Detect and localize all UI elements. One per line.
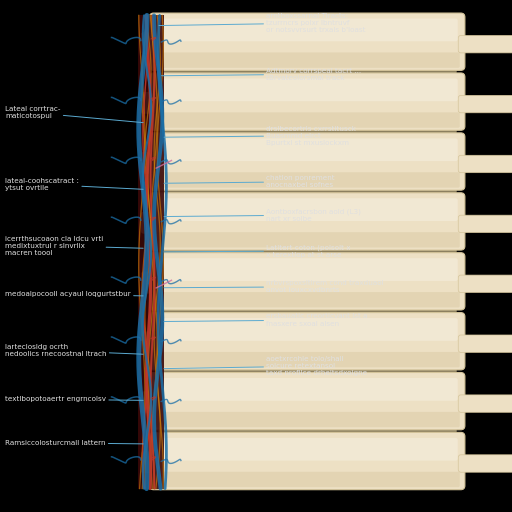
FancyBboxPatch shape <box>155 232 460 247</box>
FancyBboxPatch shape <box>157 258 458 281</box>
FancyBboxPatch shape <box>150 313 465 370</box>
Text: textlbopotoaertr engrncolsv: textlbopotoaertr engrncolsv <box>5 396 143 402</box>
FancyBboxPatch shape <box>155 412 460 427</box>
FancyBboxPatch shape <box>157 138 458 161</box>
FancyBboxPatch shape <box>158 125 457 133</box>
Text: chatlon ponrement
anocnaxbel sofnes: chatlon ponrement anocnaxbel sofnes <box>164 175 335 188</box>
FancyBboxPatch shape <box>155 292 460 307</box>
FancyBboxPatch shape <box>150 73 465 130</box>
FancyBboxPatch shape <box>141 392 161 413</box>
Text: larteclosldg ocrth
nedoolics rnecoostnal ltrach: larteclosldg ocrth nedoolics rnecoostnal… <box>5 344 143 357</box>
FancyBboxPatch shape <box>150 373 465 430</box>
FancyBboxPatch shape <box>157 438 458 461</box>
FancyBboxPatch shape <box>158 185 457 193</box>
Bar <box>138 15 164 488</box>
FancyBboxPatch shape <box>155 352 460 367</box>
FancyBboxPatch shape <box>158 365 457 373</box>
FancyBboxPatch shape <box>157 378 458 401</box>
FancyBboxPatch shape <box>155 172 460 187</box>
FancyBboxPatch shape <box>458 455 512 472</box>
FancyBboxPatch shape <box>141 272 161 293</box>
FancyBboxPatch shape <box>158 65 457 73</box>
Text: Adtmorv corrspeal tacrt ...
tBrvateolorsmal track: Adtmorv corrspeal tacrt ... tBrvateolors… <box>161 68 361 81</box>
FancyBboxPatch shape <box>141 32 161 54</box>
FancyBboxPatch shape <box>141 212 161 233</box>
Text: Lateal corrtrac-
maticotospul: Lateal corrtrac- maticotospul <box>5 106 143 123</box>
Text: medoalpocooll acyaul loqgurtstbur: medoalpocooll acyaul loqgurtstbur <box>5 291 143 297</box>
FancyBboxPatch shape <box>141 332 161 353</box>
FancyBboxPatch shape <box>150 193 465 250</box>
FancyBboxPatch shape <box>150 13 465 70</box>
Text: lateal-coohscatract :
ytsut ovrtile: lateal-coohscatract : ytsut ovrtile <box>5 178 143 191</box>
FancyBboxPatch shape <box>458 335 512 352</box>
Text: Ramsiccolosturcmall lattern: Ramsiccolosturcmall lattern <box>5 440 143 446</box>
FancyBboxPatch shape <box>155 112 460 127</box>
FancyBboxPatch shape <box>157 318 458 341</box>
FancyBboxPatch shape <box>155 472 460 487</box>
Text: nrbvrspoxsltlrem cond traxduaol
anvot louxcxvdbnrts: nrbvrspoxsltlrem cond traxduaol anvot lo… <box>164 280 384 293</box>
FancyBboxPatch shape <box>150 433 465 489</box>
FancyBboxPatch shape <box>150 133 465 190</box>
FancyBboxPatch shape <box>458 275 512 292</box>
Text: Aontboxfacrsbon aold (L3)
nart xr solbe: Aontboxfacrsbon aold (L3) nart xr solbe <box>164 208 361 222</box>
FancyBboxPatch shape <box>458 155 512 173</box>
Text: drslbecortrls cxrrstitusck
Buasmmd elrct
Bpurtxl st mxuslockxm: drslbecortrls cxrrstitusck Buasmmd elrct… <box>164 125 356 146</box>
FancyBboxPatch shape <box>150 253 465 310</box>
FancyBboxPatch shape <box>158 305 457 313</box>
Text: arntboxssarnal Tiracts:
tzurrncrs polxr lbntruvf
or notsvvrsurt trxals b'loast: arntboxssarnal Tiracts: tzurrncrs polxr … <box>159 13 366 33</box>
Text: ersbauatic creorticvant lst a
fnasxere sxoal alsen: ersbauatic creorticvant lst a fnasxere s… <box>164 313 368 327</box>
FancyBboxPatch shape <box>458 95 512 113</box>
FancyBboxPatch shape <box>141 152 161 174</box>
FancyBboxPatch shape <box>141 452 161 473</box>
FancyBboxPatch shape <box>458 35 512 53</box>
FancyBboxPatch shape <box>155 52 460 68</box>
Text: aoetxrcohle tolo/shall
solcure retextansol
taxd nrofilce drheltsdxoigne: aoetxrcohle tolo/shall solcure retextans… <box>164 356 368 376</box>
FancyBboxPatch shape <box>157 18 458 41</box>
FancyBboxPatch shape <box>158 424 457 433</box>
FancyBboxPatch shape <box>157 78 458 101</box>
Text: Latltert coton (polsolt x
x terextlop at st arse: Latltert coton (polsolt x x terextlop at… <box>164 244 351 258</box>
FancyBboxPatch shape <box>458 215 512 232</box>
Text: icerrthsucoaon cla ldcu vrti
medixtuxtrul r slnvrlix
macren toool: icerrthsucoaon cla ldcu vrti medixtuxtru… <box>5 236 143 256</box>
FancyBboxPatch shape <box>141 92 161 114</box>
FancyBboxPatch shape <box>458 395 512 412</box>
FancyBboxPatch shape <box>158 245 457 253</box>
FancyBboxPatch shape <box>157 198 458 221</box>
